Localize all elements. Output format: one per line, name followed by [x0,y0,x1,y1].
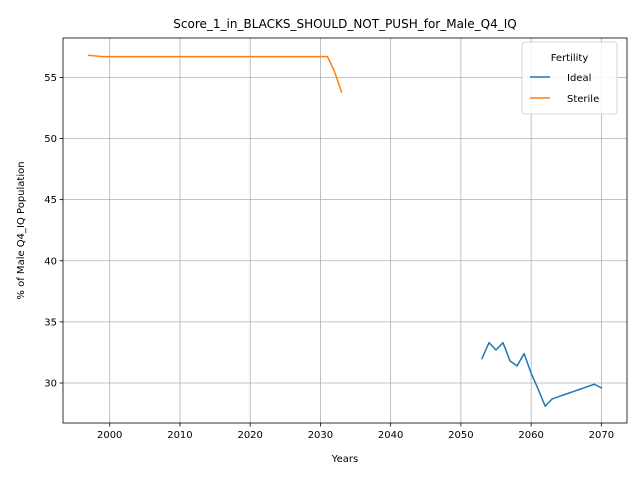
y-tick-label: 35 [44,317,57,328]
series-line-ideal [480,341,603,407]
x-tick-label: 2060 [518,430,543,441]
series-line-sterile [87,54,343,93]
legend-label-sterile: Sterile [567,94,599,105]
y-tick-label: 40 [44,256,57,267]
plot-area-frame [62,37,628,424]
legend-label-ideal: Ideal [567,73,591,84]
legend-title: Fertility [551,53,589,64]
y-tick-label: 30 [44,379,57,390]
x-tick-label: 2070 [589,430,614,441]
series-lines [87,54,603,407]
x-axis-label: Years [331,454,358,465]
chart-title: Score_1_in_BLACKS_SHOULD_NOT_PUSH_for_Ma… [173,17,516,31]
y-axis-label: % of Male Q4_IQ Population [16,161,27,299]
y-tick-label: 55 [44,73,57,84]
x-tick-label: 2020 [237,430,262,441]
y-tick-label: 50 [44,134,57,145]
x-tick-label: 2040 [378,430,403,441]
legend: Fertility Ideal Sterile [521,41,618,115]
legend-box [521,41,618,115]
x-tick-label: 2000 [97,430,122,441]
x-tick-label: 2010 [167,430,192,441]
x-tick-label: 2030 [308,430,333,441]
axis-ticks: 2000 2010 2020 2030 2040 2050 2060 2070 30 35 40 45… [44,73,614,441]
y-tick-label: 45 [44,195,57,206]
x-tick-label: 2050 [448,430,473,441]
